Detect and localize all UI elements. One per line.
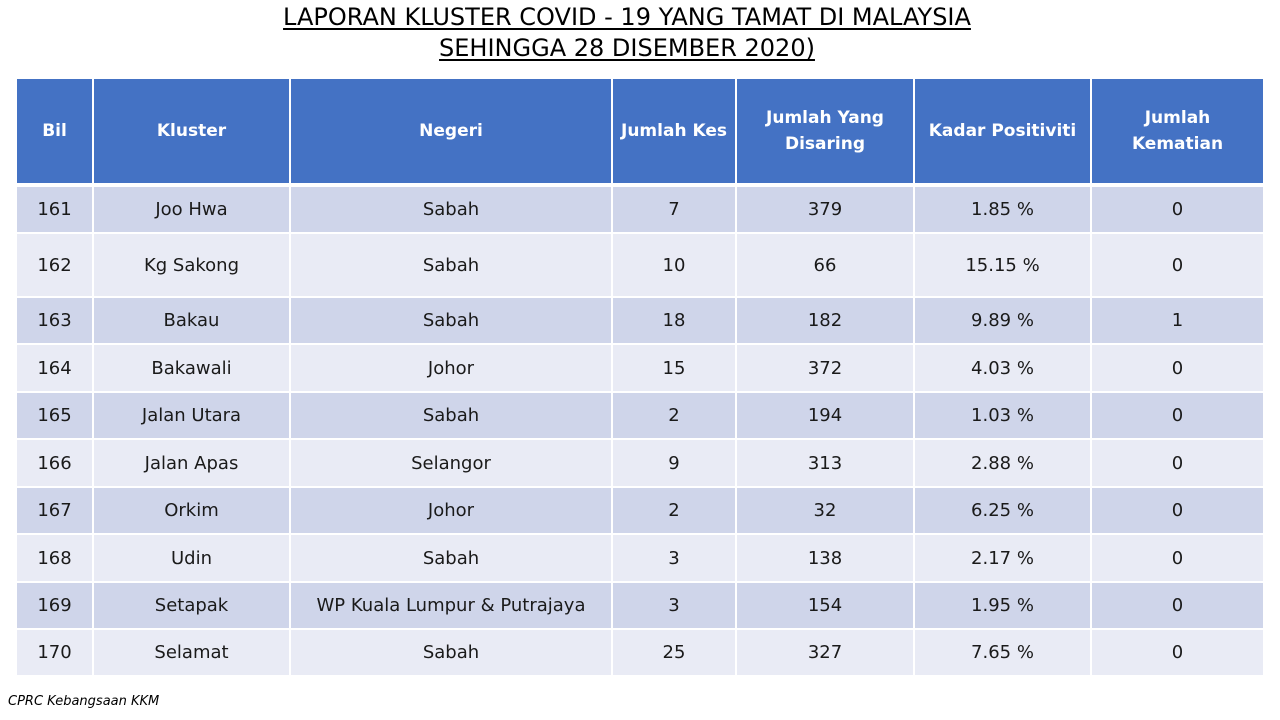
cell-jumlah-disaring: 66 [737,234,915,298]
cell-jumlah-kes: 2 [613,393,737,440]
cell-jumlah-disaring: 313 [737,440,915,488]
cell-jumlah-kematian: 0 [1092,345,1263,393]
cell-bil: 166 [17,440,94,488]
table-row: 168 Udin Sabah 3 138 2.17 % 0 [17,535,1263,583]
cell-jumlah-kematian: 0 [1092,583,1263,630]
cell-kluster: Kg Sakong [94,234,291,298]
cell-jumlah-kematian: 0 [1092,630,1263,677]
cell-jumlah-kematian: 0 [1092,440,1263,488]
header-negeri: Negeri [291,79,613,187]
cell-jumlah-disaring: 327 [737,630,915,677]
cell-bil: 162 [17,234,94,298]
table-row: 169 Setapak WP Kuala Lumpur & Putrajaya … [17,583,1263,630]
cell-kluster: Bakawali [94,345,291,393]
cell-jumlah-kes: 10 [613,234,737,298]
cell-jumlah-kes: 3 [613,583,737,630]
cell-kluster: Udin [94,535,291,583]
title-line-2: SEHINGGA 28 DISEMBER 2020) [439,34,815,62]
table-row: 164 Bakawali Johor 15 372 4.03 % 0 [17,345,1263,393]
title-line-1: LAPORAN KLUSTER COVID - 19 YANG TAMAT DI… [283,3,971,31]
cell-bil: 167 [17,488,94,535]
cell-jumlah-disaring: 182 [737,298,915,345]
cell-kadar-positiviti: 4.03 % [915,345,1092,393]
cell-kadar-positiviti: 7.65 % [915,630,1092,677]
header-kluster: Kluster [94,79,291,187]
cell-jumlah-kematian: 0 [1092,234,1263,298]
source-footer: CPRC Kebangsaan KKM [8,694,160,709]
table-row: 161 Joo Hwa Sabah 7 379 1.85 % 0 [17,187,1263,234]
cell-negeri: WP Kuala Lumpur & Putrajaya [291,583,613,630]
cell-jumlah-disaring: 194 [737,393,915,440]
header-jumlah-kes: Jumlah Kes [613,79,737,187]
cell-jumlah-kes: 25 [613,630,737,677]
cell-kadar-positiviti: 9.89 % [915,298,1092,345]
table-row: 166 Jalan Apas Selangor 9 313 2.88 % 0 [17,440,1263,488]
cell-negeri: Johor [291,345,613,393]
table-row: 170 Selamat Sabah 25 327 7.65 % 0 [17,630,1263,677]
cell-jumlah-kematian: 0 [1092,488,1263,535]
cell-bil: 169 [17,583,94,630]
cell-jumlah-kematian: 0 [1092,535,1263,583]
cell-kadar-positiviti: 15.15 % [915,234,1092,298]
cell-bil: 168 [17,535,94,583]
cell-kadar-positiviti: 2.88 % [915,440,1092,488]
cell-jumlah-kes: 7 [613,187,737,234]
cell-kluster: Jalan Utara [94,393,291,440]
header-kadar-positiviti: Kadar Positiviti [915,79,1092,187]
cell-bil: 170 [17,630,94,677]
cell-kluster: Selamat [94,630,291,677]
cell-jumlah-kes: 2 [613,488,737,535]
cell-bil: 163 [17,298,94,345]
cell-negeri: Selangor [291,440,613,488]
cell-negeri: Sabah [291,630,613,677]
cell-jumlah-kematian: 1 [1092,298,1263,345]
cell-kluster: Joo Hwa [94,187,291,234]
cell-jumlah-kes: 15 [613,345,737,393]
header-bil: Bil [17,79,94,187]
report-title: LAPORAN KLUSTER COVID - 19 YANG TAMAT DI… [0,2,1254,64]
cell-negeri: Sabah [291,234,613,298]
cell-jumlah-kes: 9 [613,440,737,488]
cell-kadar-positiviti: 6.25 % [915,488,1092,535]
cell-bil: 165 [17,393,94,440]
cell-jumlah-disaring: 138 [737,535,915,583]
cell-kluster: Bakau [94,298,291,345]
cluster-table: Bil Kluster Negeri Jumlah Kes Jumlah Yan… [17,79,1263,677]
table-row: 163 Bakau Sabah 18 182 9.89 % 1 [17,298,1263,345]
cell-negeri: Sabah [291,393,613,440]
cell-kluster: Jalan Apas [94,440,291,488]
cell-jumlah-kes: 3 [613,535,737,583]
cell-jumlah-kematian: 0 [1092,393,1263,440]
cell-kadar-positiviti: 2.17 % [915,535,1092,583]
cell-negeri: Sabah [291,298,613,345]
cell-kadar-positiviti: 1.03 % [915,393,1092,440]
cell-jumlah-disaring: 372 [737,345,915,393]
cell-bil: 164 [17,345,94,393]
cell-jumlah-disaring: 32 [737,488,915,535]
cell-kluster: Orkim [94,488,291,535]
table-row: 165 Jalan Utara Sabah 2 194 1.03 % 0 [17,393,1263,440]
header-jumlah-disaring: Jumlah Yang Disaring [737,79,915,187]
cell-negeri: Johor [291,488,613,535]
header-row: Bil Kluster Negeri Jumlah Kes Jumlah Yan… [17,79,1263,187]
cell-bil: 161 [17,187,94,234]
cell-jumlah-disaring: 379 [737,187,915,234]
cell-kadar-positiviti: 1.85 % [915,187,1092,234]
cell-negeri: Sabah [291,535,613,583]
cell-kadar-positiviti: 1.95 % [915,583,1092,630]
cell-jumlah-kes: 18 [613,298,737,345]
table-row: 162 Kg Sakong Sabah 10 66 15.15 % 0 [17,234,1263,298]
cell-negeri: Sabah [291,187,613,234]
table-row: 167 Orkim Johor 2 32 6.25 % 0 [17,488,1263,535]
cell-jumlah-kematian: 0 [1092,187,1263,234]
cell-jumlah-disaring: 154 [737,583,915,630]
cell-kluster: Setapak [94,583,291,630]
header-jumlah-kematian: Jumlah Kematian [1092,79,1263,187]
